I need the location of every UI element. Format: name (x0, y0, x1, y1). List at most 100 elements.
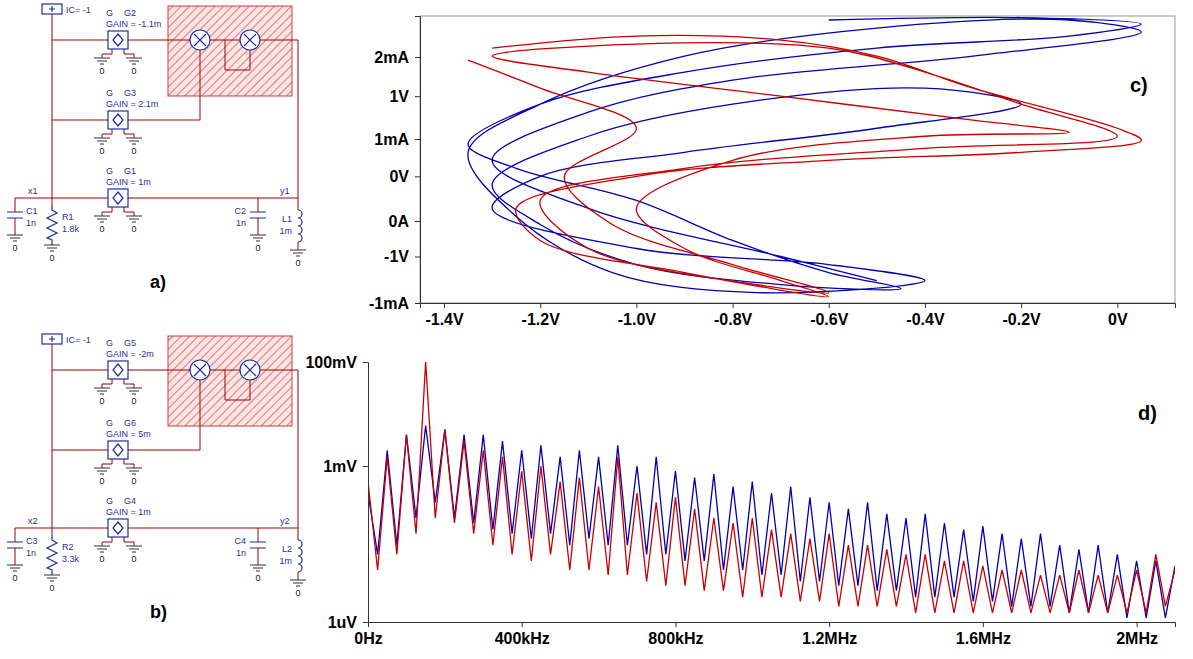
wire (258, 198, 259, 212)
wire (298, 242, 299, 250)
chart: 0Hz400kHz800kHz1.2MHz1.6MHz2MHz1uV1mV100… (305, 354, 1175, 648)
label: L1 (282, 214, 292, 224)
tick-mark (415, 139, 420, 140)
wire (52, 120, 108, 121)
label: 0 (131, 396, 136, 406)
label: 0 (295, 258, 300, 268)
label: 0 (99, 66, 104, 76)
tick-mark (925, 303, 926, 308)
symbol (126, 138, 142, 144)
symbol (94, 138, 110, 144)
wire (260, 40, 298, 210)
tick: -0.6V (810, 303, 849, 328)
symbol (126, 58, 142, 64)
symbol (250, 235, 266, 241)
symbol (113, 522, 123, 534)
wire (124, 459, 134, 468)
plot-frame (420, 16, 1175, 303)
label: 1n (26, 218, 36, 228)
label: GAIN = 1m (106, 507, 151, 517)
tick: -1.0V (618, 303, 657, 328)
label: 1m (279, 226, 292, 236)
label: 1.8k (62, 224, 80, 234)
tick-mark (983, 622, 984, 627)
tick-label: -1.4V (425, 311, 464, 328)
label: GAIN = -2m (106, 349, 154, 359)
tick-label: 0V (1108, 311, 1128, 328)
label: x2 (28, 516, 38, 526)
label: G (106, 88, 113, 98)
series-line (368, 362, 1175, 613)
tick-label: 1uV (328, 614, 358, 631)
tick: 0V (1108, 303, 1128, 328)
schematic: IC= -100GG5GAIN = -2m00GG6GAIN = 5m00GG4… (7, 334, 306, 622)
panel-label: c) (1130, 74, 1148, 96)
axis-line (421, 304, 1176, 309)
label: IC= -1 (66, 5, 91, 15)
panel-label: d) (1138, 402, 1157, 424)
tick-label: -1V (384, 248, 409, 265)
tick: 1mV (323, 458, 368, 475)
tick-mark (444, 303, 445, 308)
symbol (113, 364, 123, 376)
wire (298, 572, 299, 580)
wire (102, 207, 112, 216)
tick: 1mA (374, 131, 420, 148)
y-axis: 1uV 1mV 100mV (305, 354, 368, 631)
tick: 0V (389, 168, 420, 185)
symbol (126, 546, 142, 552)
wire (128, 40, 190, 41)
label: GAIN = 1m (106, 177, 151, 187)
tick: 100mV (305, 354, 368, 371)
symbol (94, 58, 110, 64)
label: 1m (279, 556, 292, 566)
symbol (94, 388, 110, 394)
label: C3 (26, 536, 38, 546)
tick-label: -1.0V (618, 311, 657, 328)
symbol (94, 216, 110, 222)
tick-label: -1.2V (522, 311, 561, 328)
label: a) (150, 272, 166, 292)
wire (260, 370, 298, 540)
wire (15, 218, 16, 235)
axis-line (415, 17, 421, 304)
tick: 400kHz (495, 622, 550, 647)
symbol (94, 546, 110, 552)
block (168, 6, 292, 96)
label: G1 (124, 166, 136, 176)
symbol (7, 542, 23, 548)
tick-label: 0Hz (354, 630, 382, 647)
label: 0 (131, 476, 136, 486)
symbol (250, 212, 266, 218)
block (168, 6, 292, 96)
tick-mark (829, 303, 830, 308)
symbol (44, 245, 60, 251)
x-axis: -1.4V-1.2V-1.0V-0.8V-0.6V-0.4V-0.2V0V (421, 303, 1176, 328)
y2-axis: -1mA0A1mA2mA (369, 17, 421, 312)
plot-area (468, 17, 1142, 297)
tick-mark (522, 622, 523, 627)
symbol (7, 565, 23, 571)
tick: -0.4V (906, 303, 945, 328)
label: 0 (99, 554, 104, 564)
tick-label: 800kHz (648, 630, 703, 647)
tick: 2mA (374, 49, 420, 66)
tick-mark (415, 221, 420, 222)
wire (128, 370, 190, 371)
wire (124, 537, 134, 546)
tick-label: 2MHz (1116, 630, 1158, 647)
tick-label: 2mA (374, 49, 409, 66)
series-line (468, 36, 1141, 297)
symbol (194, 34, 206, 46)
source (108, 441, 128, 459)
block (168, 336, 292, 426)
symbol (290, 580, 306, 586)
label: C4 (234, 536, 246, 546)
symbol (244, 34, 256, 46)
label: G3 (124, 88, 136, 98)
source (108, 189, 128, 207)
tick-mark (415, 176, 420, 177)
ic-marker (42, 4, 62, 14)
label: 1n (236, 218, 246, 228)
label: C2 (234, 206, 246, 216)
